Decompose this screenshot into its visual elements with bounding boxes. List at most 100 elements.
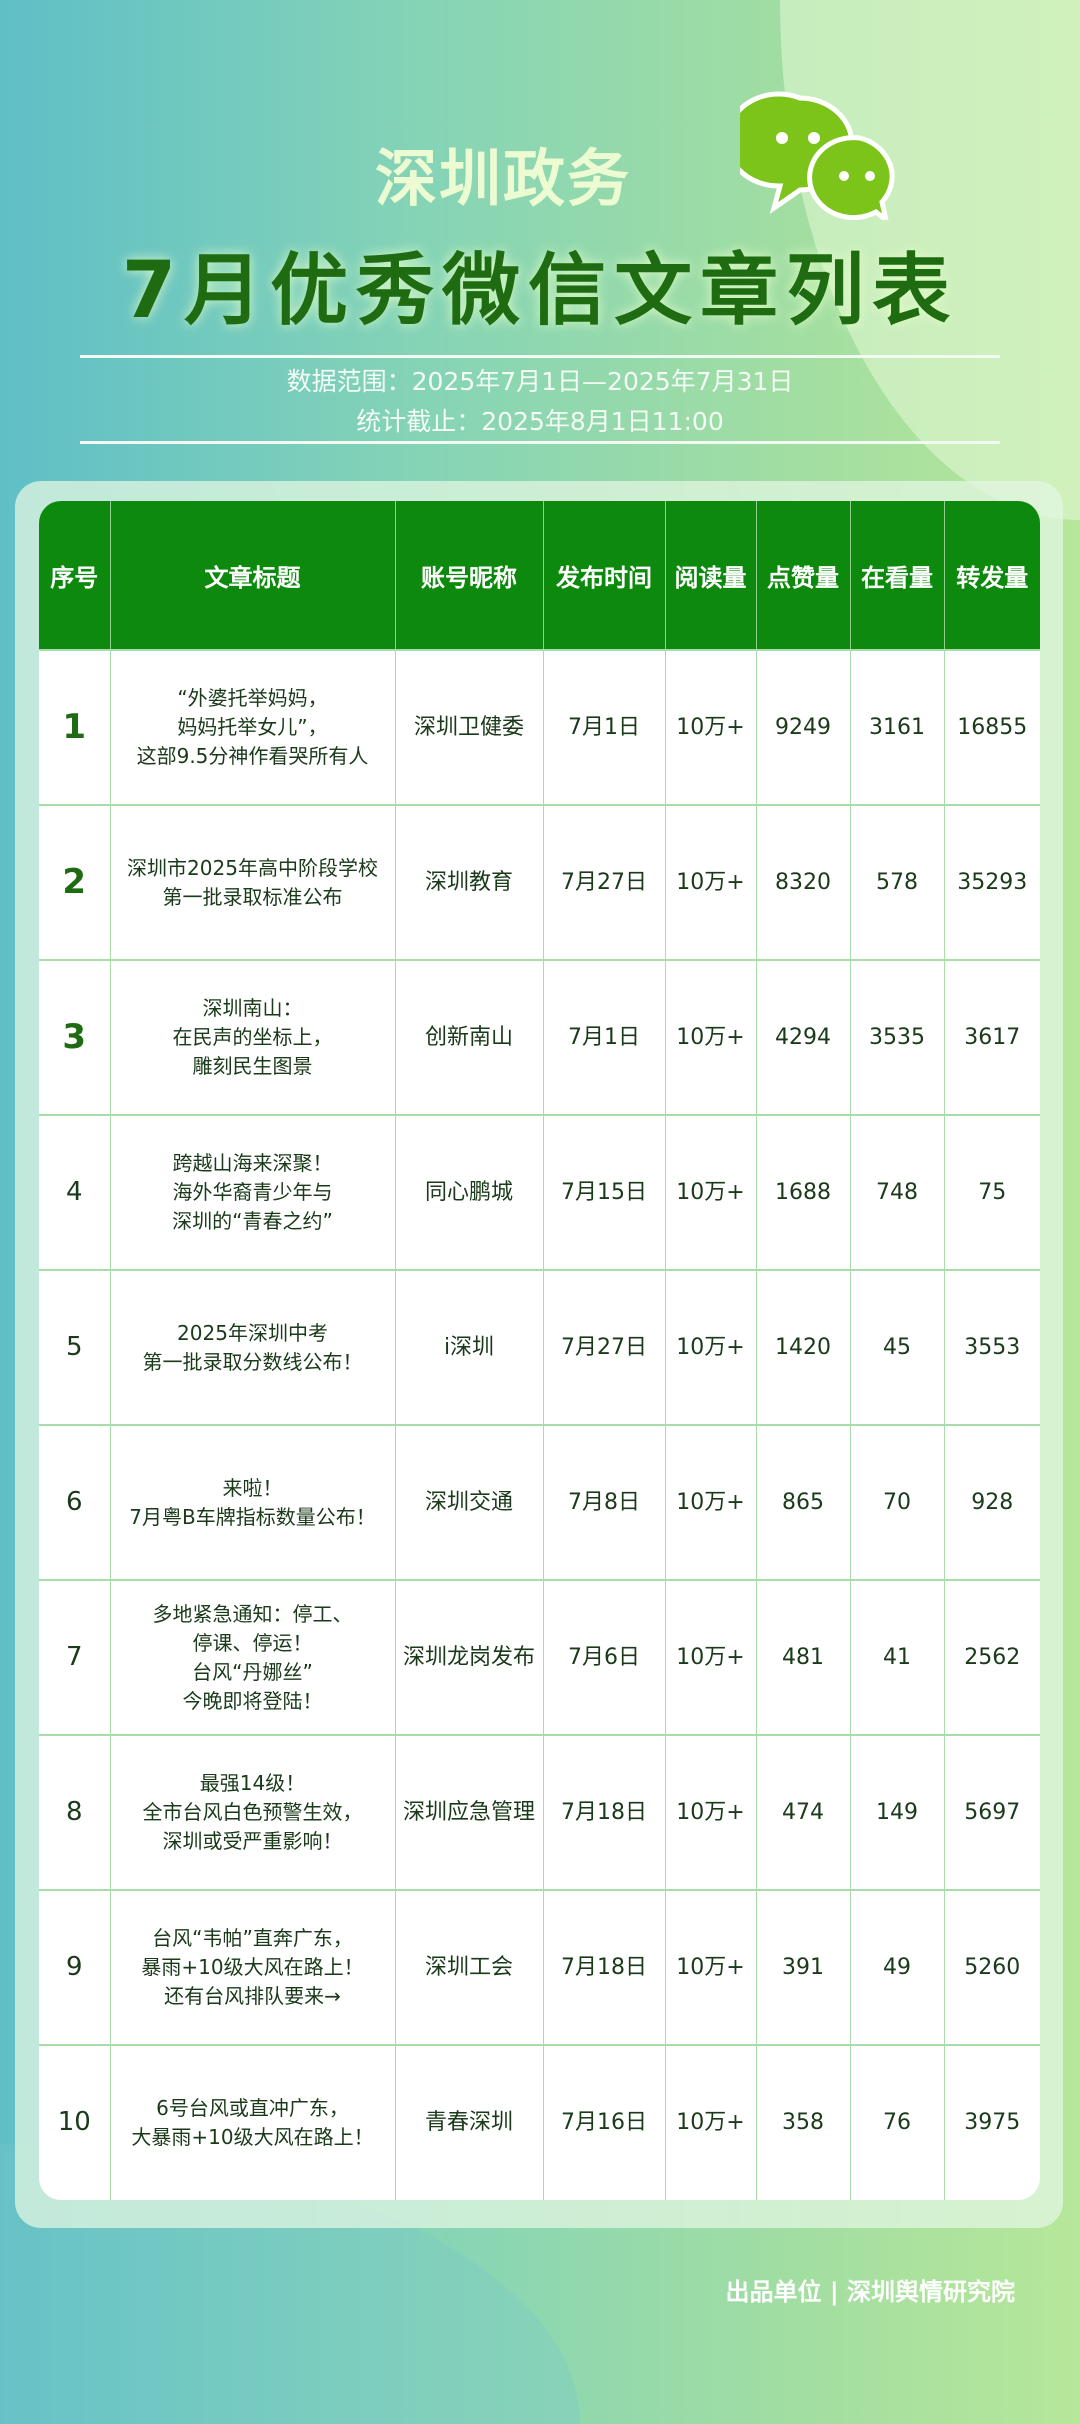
cell-account: 深圳卫健委: [395, 649, 544, 805]
cell-title: 台风“韦帕”直奔广东， 暴雨+10级大风在路上！ 还有台风排队要来→: [110, 1889, 396, 2045]
cell-date: 7月27日: [543, 804, 666, 960]
cell-views: 70: [850, 1424, 945, 1580]
cell-date: 7月16日: [543, 2044, 666, 2200]
cell-account: 创新南山: [395, 959, 544, 1115]
cell-date: 7月1日: [543, 959, 666, 1115]
cell-title: 深圳南山： 在民声的坐标上， 雕刻民生图景: [110, 959, 396, 1115]
table-row: 5 2025年深圳中考 第一批录取分数线公布！ i深圳 7月27日 10万+ 1420 45…: [39, 1269, 1040, 1425]
column-header: 在看量: [850, 501, 945, 650]
cell-reads: 10万+: [665, 1734, 757, 1890]
cell-rank: 4: [39, 1114, 111, 1270]
cell-shares: 5260: [944, 1889, 1040, 2045]
cell-views: 49: [850, 1889, 945, 2045]
cell-title: “外婆托举妈妈， 妈妈托举女儿”， 这部9.5分神作看哭所有人: [110, 649, 396, 805]
cell-shares: 3975: [944, 2044, 1040, 2200]
cell-title: 跨越山海来深聚！ 海外华裔青少年与 深圳的“青春之约”: [110, 1114, 396, 1270]
column-header: 转发量: [944, 501, 1040, 650]
cell-title: 最强14级！ 全市台风白色预警生效， 深圳或受严重影响！: [110, 1734, 396, 1890]
table-row: 7 多地紧急通知：停工、 停课、停运！ 台风“丹娜丝” 今晚即将登陆！ 深圳龙岗发布…: [39, 1579, 1040, 1735]
cell-reads: 10万+: [665, 2044, 757, 2200]
cell-account: 深圳龙岗发布: [395, 1579, 544, 1735]
table-row: 10 6号台风或直冲广东， 大暴雨+10级大风在路上！ 青春深圳 7月16日 10万+ 3…: [39, 2044, 1040, 2200]
cell-date: 7月18日: [543, 1734, 666, 1890]
table-row: 8 最强14级！ 全市台风白色预警生效， 深圳或受严重影响！ 深圳应急管理 7月18日…: [39, 1734, 1040, 1890]
column-header: 文章标题: [110, 501, 396, 650]
data-range: 数据范围：2025年7月1日—2025年7月31日: [286, 367, 794, 396]
cell-account: 深圳应急管理: [395, 1734, 544, 1890]
cell-shares: 3553: [944, 1269, 1040, 1425]
cell-shares: 928: [944, 1424, 1040, 1580]
column-header: 阅读量: [665, 501, 757, 650]
cell-views: 578: [850, 804, 945, 960]
cell-likes: 474: [756, 1734, 851, 1890]
cell-title: 深圳市2025年高中阶段学校 第一批录取标准公布: [110, 804, 396, 960]
cell-account: 同心鹏城: [395, 1114, 544, 1270]
cell-account: 深圳工会: [395, 1889, 544, 2045]
cell-rank: 3: [39, 959, 111, 1115]
table-row: 1 “外婆托举妈妈， 妈妈托举女儿”， 这部9.5分神作看哭所有人 深圳卫健委 7月1…: [39, 649, 1040, 805]
table-row: 4 跨越山海来深聚！ 海外华裔青少年与 深圳的“青春之约” 同心鹏城 7月15日 10万…: [39, 1114, 1040, 1270]
cell-rank: 1: [39, 649, 111, 805]
cell-likes: 865: [756, 1424, 851, 1580]
cell-shares: 3617: [944, 959, 1040, 1115]
page-title: 7月优秀微信文章列表: [121, 246, 959, 336]
column-header: 序号: [39, 501, 111, 650]
cell-account: 深圳教育: [395, 804, 544, 960]
cell-rank: 6: [39, 1424, 111, 1580]
cell-likes: 9249: [756, 649, 851, 805]
cell-shares: 2562: [944, 1579, 1040, 1735]
wechat-icon: [740, 91, 895, 220]
column-header: 点赞量: [756, 501, 851, 650]
cell-title: 多地紧急通知：停工、 停课、停运！ 台风“丹娜丝” 今晚即将登陆！: [110, 1579, 396, 1735]
cutoff-time: 统计截止：2025年8月1日11:00: [356, 407, 724, 436]
subtitle: 深圳政务: [375, 142, 632, 215]
cell-likes: 358: [756, 2044, 851, 2200]
cell-shares: 75: [944, 1114, 1040, 1270]
column-header: 账号昵称: [395, 501, 544, 650]
cell-likes: 1420: [756, 1269, 851, 1425]
cell-rank: 8: [39, 1734, 111, 1890]
cell-likes: 1688: [756, 1114, 851, 1270]
cell-shares: 5697: [944, 1734, 1040, 1890]
cell-reads: 10万+: [665, 1424, 757, 1580]
cell-rank: 9: [39, 1889, 111, 2045]
cell-views: 3161: [850, 649, 945, 805]
articles-table: 序号 文章标题 账号昵称 发布时间 阅读量 点赞量 在看量 转发量 1 “外婆托举妈妈， 妈妈托…: [39, 501, 1040, 2200]
table-row: 2 深圳市2025年高中阶段学校 第一批录取标准公布 深圳教育 7月27日 10万+ 83…: [39, 804, 1040, 960]
cell-date: 7月1日: [543, 649, 666, 805]
cell-title: 2025年深圳中考 第一批录取分数线公布！: [110, 1269, 396, 1425]
cell-reads: 10万+: [665, 1579, 757, 1735]
footer-credit: 出品单位 | 深圳舆情研究院: [725, 2278, 1015, 2306]
cell-views: 41: [850, 1579, 945, 1735]
cell-reads: 10万+: [665, 959, 757, 1115]
cell-reads: 10万+: [665, 1269, 757, 1425]
table-row: 6 来啦！ 7月粤B车牌指标数量公布！ 深圳交通 7月8日 10万+ 865 70 928: [39, 1424, 1040, 1580]
cell-date: 7月18日: [543, 1889, 666, 2045]
cell-title: 来啦！ 7月粤B车牌指标数量公布！: [110, 1424, 396, 1580]
cell-likes: 8320: [756, 804, 851, 960]
divider: [80, 355, 1000, 358]
cell-account: 深圳交通: [395, 1424, 544, 1580]
cell-views: 76: [850, 2044, 945, 2200]
cell-reads: 10万+: [665, 1889, 757, 2045]
cell-likes: 4294: [756, 959, 851, 1115]
cell-date: 7月27日: [543, 1269, 666, 1425]
cell-title: 6号台风或直冲广东， 大暴雨+10级大风在路上！: [110, 2044, 396, 2200]
cell-rank: 2: [39, 804, 111, 960]
cell-date: 7月15日: [543, 1114, 666, 1270]
cell-date: 7月6日: [543, 1579, 666, 1735]
cell-shares: 35293: [944, 804, 1040, 960]
cell-rank: 10: [39, 2044, 111, 2200]
cell-views: 149: [850, 1734, 945, 1890]
cell-likes: 481: [756, 1579, 851, 1735]
cell-views: 3535: [850, 959, 945, 1115]
cell-account: i深圳: [395, 1269, 544, 1425]
cell-reads: 10万+: [665, 649, 757, 805]
table-row: 3 深圳南山： 在民声的坐标上， 雕刻民生图景 创新南山 7月1日 10万+ 4294 35…: [39, 959, 1040, 1115]
cell-views: 748: [850, 1114, 945, 1270]
cell-views: 45: [850, 1269, 945, 1425]
cell-reads: 10万+: [665, 1114, 757, 1270]
column-header: 发布时间: [543, 501, 666, 650]
cell-likes: 391: [756, 1889, 851, 2045]
cell-date: 7月8日: [543, 1424, 666, 1580]
